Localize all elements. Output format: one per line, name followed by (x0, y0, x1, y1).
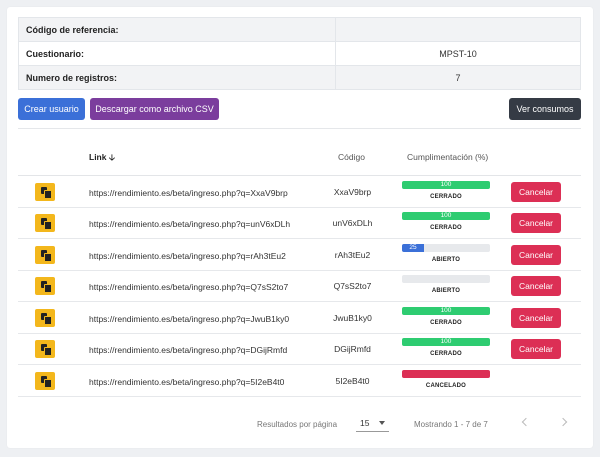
progress-bar: 100 (402, 338, 490, 346)
copy-link-button[interactable] (35, 372, 55, 390)
info-row: Cuestionario: MPST-10 (18, 41, 581, 66)
row-link: https://rendimiento.es/beta/ingreso.php?… (89, 377, 285, 387)
main-card: Código de referencia: Cuestionario: MPST… (7, 7, 593, 448)
cancel-button[interactable]: Cancelar (511, 308, 561, 328)
row-code: unV6xDLh (332, 218, 373, 228)
copy-icon (40, 376, 52, 388)
info-value: MPST-10 (335, 41, 581, 66)
status-label: CERRADO (430, 320, 462, 326)
table-row: https://rendimiento.es/beta/ingreso.php?… (18, 177, 581, 208)
per-page-label: Resultados por página (257, 420, 338, 429)
header-divider (18, 175, 581, 176)
copy-link-button[interactable] (35, 214, 55, 232)
copy-icon (40, 187, 52, 199)
row-code: DGijRmfd (334, 344, 371, 354)
row-code: 5I2eB4t0 (335, 376, 370, 386)
copy-icon (40, 344, 52, 356)
copy-icon (40, 313, 52, 325)
status-label: CANCELADO (425, 383, 467, 389)
row-link: https://rendimiento.es/beta/ingreso.php?… (89, 188, 288, 198)
cancel-button[interactable]: Cancelar (511, 339, 561, 359)
chevron-left-icon[interactable] (519, 416, 531, 428)
caret-down-icon (379, 421, 385, 425)
row-link: https://rendimiento.es/beta/ingreso.php?… (89, 345, 288, 355)
copy-link-button[interactable] (35, 246, 55, 264)
row-link: https://rendimiento.es/beta/ingreso.php?… (89, 219, 291, 229)
status-label: ABIERTO (431, 288, 461, 294)
copy-icon (40, 250, 52, 262)
progress-bar (402, 370, 490, 378)
progress-fill (402, 370, 490, 378)
cancel-button[interactable]: Cancelar (511, 276, 561, 296)
progress-bar: 100 (402, 212, 490, 220)
copy-link-button[interactable] (35, 309, 55, 327)
per-page-value: 15 (360, 418, 370, 428)
info-row: Numero de registros: 7 (18, 65, 581, 90)
info-table: Código de referencia: Cuestionario: MPST… (18, 17, 581, 90)
row-link: https://rendimiento.es/beta/ingreso.php?… (89, 314, 290, 324)
progress-bar: 100 (402, 307, 490, 315)
cancel-button[interactable]: Cancelar (511, 213, 561, 233)
copy-link-button[interactable] (35, 277, 55, 295)
progress-fill: 100 (402, 338, 490, 346)
info-label: Código de referencia: (18, 17, 336, 42)
row-code: JwuB1ky0 (333, 313, 372, 323)
copy-icon (40, 218, 52, 230)
download-csv-button[interactable]: Descargar como archivo CSV (90, 98, 219, 120)
info-row: Código de referencia: (18, 17, 581, 42)
status-label: ABIERTO (431, 257, 461, 263)
info-value: 7 (335, 65, 581, 90)
cancel-button[interactable]: Cancelar (511, 182, 561, 202)
table-row: https://rendimiento.es/beta/ingreso.php?… (18, 366, 581, 397)
view-consumption-button[interactable]: Ver consumos (509, 98, 581, 120)
progress-column-header: Cumplimentación (%) (407, 152, 489, 162)
cancel-button[interactable]: Cancelar (511, 245, 561, 265)
table-row: https://rendimiento.es/beta/ingreso.php?… (18, 303, 581, 334)
create-user-button[interactable]: Crear usuario (18, 98, 85, 120)
info-label: Cuestionario: (18, 41, 336, 66)
progress-fill: 100 (402, 307, 490, 315)
status-label: CERRADO (430, 194, 462, 200)
divider (18, 128, 581, 129)
table-row: https://rendimiento.es/beta/ingreso.php?… (18, 240, 581, 271)
table-row: https://rendimiento.es/beta/ingreso.php?… (18, 334, 581, 365)
info-label: Numero de registros: (18, 65, 336, 90)
table-row: https://rendimiento.es/beta/ingreso.php?… (18, 271, 581, 302)
progress-fill: 100 (402, 212, 490, 220)
copy-link-button[interactable] (35, 183, 55, 201)
row-code: XxaV9brp (333, 187, 372, 197)
progress-bar (402, 275, 490, 283)
results-range: Mostrando 1 - 7 de 7 (414, 420, 488, 429)
table-row: https://rendimiento.es/beta/ingreso.php?… (18, 208, 581, 239)
row-link: https://rendimiento.es/beta/ingreso.php?… (89, 251, 286, 261)
copy-icon (40, 281, 52, 293)
status-label: CERRADO (430, 225, 462, 231)
code-column-header: Código (338, 152, 365, 162)
progress-bar: 25 (402, 244, 490, 252)
progress-fill: 100 (402, 181, 490, 189)
row-code: rAh3tEu2 (334, 250, 371, 260)
chevron-right-icon[interactable] (558, 416, 570, 428)
row-code: Q7sS2to7 (333, 281, 372, 291)
progress-bar: 100 (402, 181, 490, 189)
row-link: https://rendimiento.es/beta/ingreso.php?… (89, 282, 289, 292)
arrow-down-icon: 🡣 (108, 152, 115, 162)
info-value (335, 17, 581, 42)
progress-fill: 25 (402, 244, 424, 252)
link-header-label: Link (89, 152, 107, 162)
per-page-select[interactable]: 15 (356, 414, 389, 432)
link-column-header[interactable]: Link 🡣 (89, 152, 115, 166)
status-label: CERRADO (430, 351, 462, 357)
copy-link-button[interactable] (35, 340, 55, 358)
